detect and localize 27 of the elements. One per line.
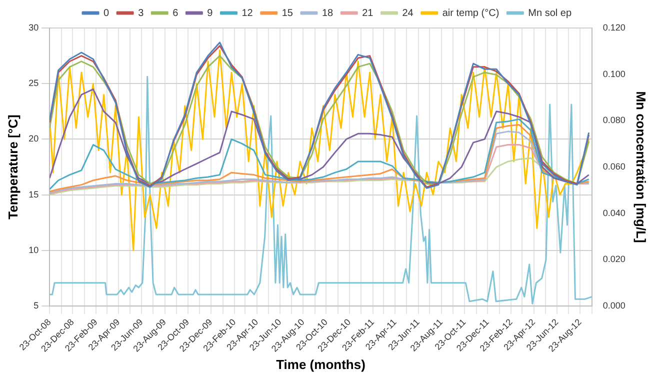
x-axis-title: Time (months) [276,356,366,372]
y-tick-label: 30 [28,22,39,32]
y2-tick-label: 0.080 [602,115,626,126]
y2-axis-title: Mn concentration [mg/L] [634,91,649,243]
legend-label: 21 [362,8,374,19]
y2-tick-label: 0.100 [602,68,626,79]
y2-tick-label: 0.020 [602,254,626,264]
y2-tick-label: 0.040 [602,208,626,218]
legend-label: 6 [172,8,179,19]
y-tick-label: 25 [28,78,39,88]
y-tick-label: 20 [28,134,39,144]
y-tick-label: 5 [34,300,39,311]
legend-label: 12 [242,8,254,19]
legend-label: air temp (°C) [442,8,500,19]
y2-tick-label: 0.120 [602,22,626,32]
legend-label: 0 [104,8,110,19]
y2-tick-label: 0.000 [602,300,626,311]
legend-label: 9 [207,8,214,19]
y-axis-title: Temperature [°C] [5,114,20,220]
legend-label: 24 [402,8,414,19]
legend-label: 15 [282,8,294,19]
y-tick-label: 15 [28,189,39,200]
legend-label: 3 [138,8,144,19]
legend-label: 18 [322,8,334,19]
y2-tick-label: 0.060 [602,162,626,172]
y-tick-label: 10 [28,244,39,255]
legend-label: Mn sol ep [528,8,572,19]
